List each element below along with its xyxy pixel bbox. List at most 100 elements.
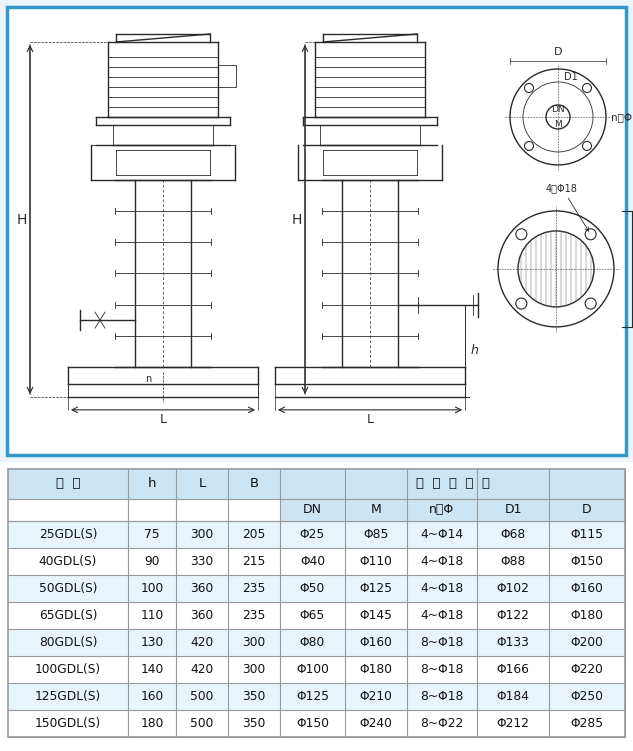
Bar — [280, 499, 625, 521]
Text: D: D — [554, 47, 562, 57]
Text: Φ150: Φ150 — [296, 717, 329, 730]
Text: 300: 300 — [242, 636, 266, 649]
Text: Φ160: Φ160 — [570, 582, 603, 595]
Text: Φ68: Φ68 — [500, 528, 525, 541]
Text: 型  号: 型 号 — [56, 478, 80, 490]
Text: 50GDL(S): 50GDL(S) — [39, 582, 97, 595]
Text: 500: 500 — [191, 690, 214, 703]
Text: 90: 90 — [144, 555, 160, 568]
Text: 进  出  口  法  兰: 进 出 口 法 兰 — [415, 478, 489, 490]
Text: Φ125: Φ125 — [360, 582, 392, 595]
Text: Φ65: Φ65 — [300, 609, 325, 622]
Text: 130: 130 — [141, 636, 163, 649]
Text: 110: 110 — [141, 609, 163, 622]
Text: 300: 300 — [242, 663, 266, 676]
Text: Φ50: Φ50 — [300, 582, 325, 595]
Text: 4－Φ18: 4－Φ18 — [546, 183, 589, 231]
Text: DN: DN — [303, 503, 322, 517]
Text: Φ100: Φ100 — [296, 663, 329, 676]
Text: Φ80: Φ80 — [300, 636, 325, 649]
Text: 360: 360 — [191, 582, 213, 595]
Text: 330: 330 — [191, 555, 213, 568]
Bar — [8, 548, 625, 575]
Text: n: n — [145, 374, 151, 384]
Text: Φ145: Φ145 — [360, 609, 392, 622]
Text: 4~Φ18: 4~Φ18 — [420, 582, 463, 595]
Text: Φ85: Φ85 — [363, 528, 389, 541]
Text: 140: 140 — [141, 663, 163, 676]
Text: Φ180: Φ180 — [360, 663, 392, 676]
Text: Φ160: Φ160 — [360, 636, 392, 649]
Text: h: h — [471, 344, 479, 357]
Text: Φ40: Φ40 — [300, 555, 325, 568]
Text: 4~Φ14: 4~Φ14 — [420, 528, 463, 541]
Text: Φ285: Φ285 — [570, 717, 603, 730]
Text: Φ88: Φ88 — [500, 555, 525, 568]
Text: 4~Φ18: 4~Φ18 — [420, 609, 463, 622]
Text: L: L — [198, 478, 206, 490]
Bar — [218, 65, 236, 87]
Text: 8~Φ18: 8~Φ18 — [420, 690, 464, 703]
Text: 180: 180 — [141, 717, 164, 730]
Text: L: L — [160, 413, 166, 427]
Text: L: L — [367, 413, 373, 427]
Bar — [8, 710, 625, 737]
Text: Φ220: Φ220 — [570, 663, 603, 676]
Text: Φ122: Φ122 — [496, 609, 529, 622]
Text: 235: 235 — [242, 582, 266, 595]
Text: D1: D1 — [564, 72, 578, 82]
Bar — [8, 521, 625, 548]
Text: Φ200: Φ200 — [570, 636, 603, 649]
Text: 8~Φ22: 8~Φ22 — [420, 717, 463, 730]
Text: Φ110: Φ110 — [360, 555, 392, 568]
Bar — [8, 656, 625, 683]
Text: 65GDL(S): 65GDL(S) — [39, 609, 97, 622]
Text: M: M — [371, 503, 381, 517]
Text: 420: 420 — [191, 663, 213, 676]
Text: 25GDL(S): 25GDL(S) — [39, 528, 97, 541]
Bar — [8, 629, 625, 656]
Bar — [8, 469, 625, 499]
Text: 360: 360 — [191, 609, 213, 622]
Text: 500: 500 — [191, 717, 214, 730]
Text: 40GDL(S): 40GDL(S) — [39, 555, 97, 568]
Text: Φ166: Φ166 — [496, 663, 529, 676]
Text: Φ250: Φ250 — [570, 690, 603, 703]
Text: Φ184: Φ184 — [496, 690, 529, 703]
Text: 300: 300 — [191, 528, 213, 541]
Text: H: H — [292, 213, 302, 227]
Text: 125GDL(S): 125GDL(S) — [35, 690, 101, 703]
Bar — [8, 575, 625, 602]
Text: Φ25: Φ25 — [300, 528, 325, 541]
Text: 8~Φ18: 8~Φ18 — [420, 636, 464, 649]
Text: 420: 420 — [191, 636, 213, 649]
Text: D1: D1 — [505, 503, 522, 517]
Text: 160: 160 — [141, 690, 163, 703]
Text: B: B — [249, 478, 258, 490]
Text: 215: 215 — [242, 555, 266, 568]
Text: 75: 75 — [144, 528, 160, 541]
Text: Φ212: Φ212 — [496, 717, 529, 730]
Bar — [8, 683, 625, 710]
Text: n－Φ: n－Φ — [429, 503, 454, 517]
Text: 80GDL(S): 80GDL(S) — [39, 636, 97, 649]
Text: h: h — [147, 478, 156, 490]
Text: Φ180: Φ180 — [570, 609, 603, 622]
Text: 8~Φ18: 8~Φ18 — [420, 663, 464, 676]
Text: M: M — [554, 120, 562, 129]
Text: Φ150: Φ150 — [570, 555, 603, 568]
Bar — [8, 602, 625, 629]
Text: 150GDL(S): 150GDL(S) — [35, 717, 101, 730]
Text: 205: 205 — [242, 528, 266, 541]
Text: Φ210: Φ210 — [360, 690, 392, 703]
Text: H: H — [17, 213, 27, 227]
Text: Φ125: Φ125 — [296, 690, 329, 703]
Text: 100: 100 — [141, 582, 163, 595]
Text: n－Φ: n－Φ — [611, 112, 632, 122]
Text: Φ102: Φ102 — [496, 582, 529, 595]
Text: Φ133: Φ133 — [496, 636, 529, 649]
Text: 4~Φ18: 4~Φ18 — [420, 555, 463, 568]
Text: D: D — [582, 503, 592, 517]
Text: 350: 350 — [242, 717, 266, 730]
Text: Φ240: Φ240 — [360, 717, 392, 730]
